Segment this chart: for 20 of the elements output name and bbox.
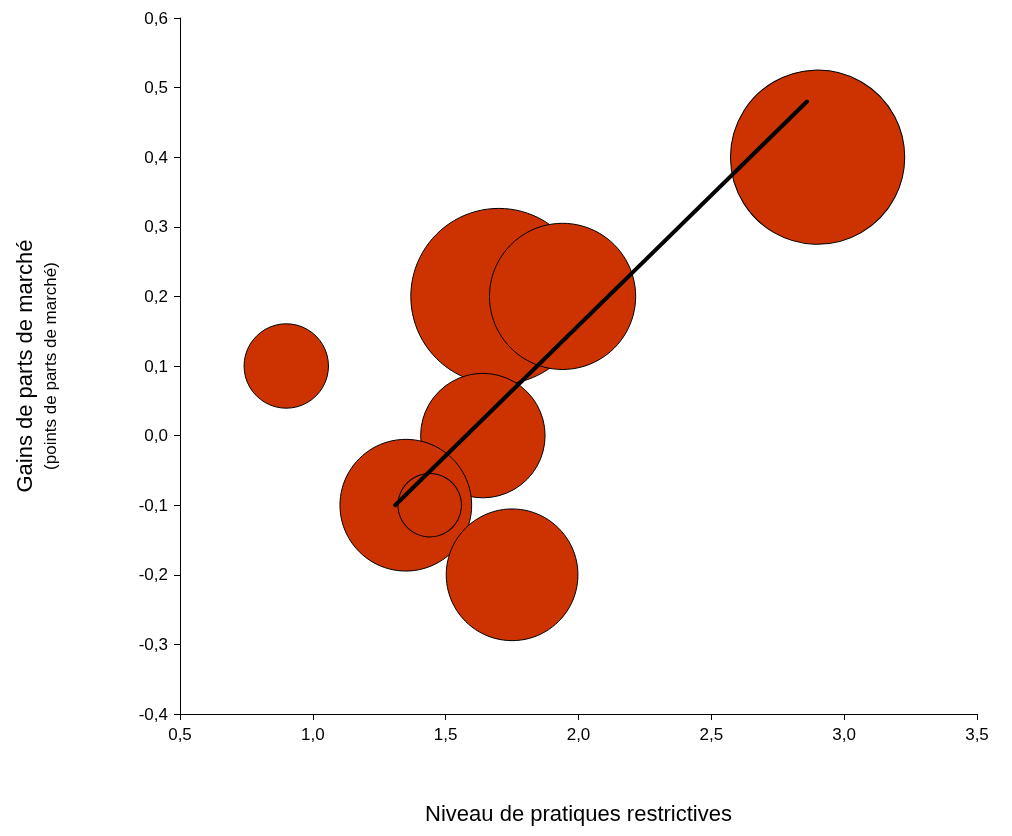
x-tick-label: 3,0 [832, 725, 856, 744]
y-tick-label: 0,4 [144, 147, 168, 167]
y-tick-label: 0,5 [144, 78, 168, 98]
y-tick-label: -0,4 [138, 704, 168, 724]
y-tick-label: 0,2 [144, 286, 168, 306]
x-tick-label: 2,0 [566, 725, 591, 744]
y-tick-label: 0,1 [144, 356, 168, 376]
y-tick-label: -0,1 [138, 495, 168, 515]
y-tick-label: 0,0 [144, 426, 168, 446]
y-tick-label: -0,2 [138, 565, 168, 585]
x-axis-title: Niveau de pratiques restrictives [425, 800, 732, 826]
y-axis-title: Gains de parts de marché (points de parts de marché) [11, 239, 60, 493]
x-tick-label: 2,5 [699, 725, 724, 744]
y-tick-label: 0,3 [144, 217, 168, 237]
y-tick-label: 0,6 [144, 8, 168, 28]
x-tick-label: 0,5 [168, 725, 192, 744]
x-tick-label: 3,5 [965, 725, 989, 744]
x-tick-label: 1,5 [433, 725, 458, 744]
y-tick-label: -0,3 [138, 634, 168, 654]
x-tick-label: 1,0 [301, 725, 325, 744]
